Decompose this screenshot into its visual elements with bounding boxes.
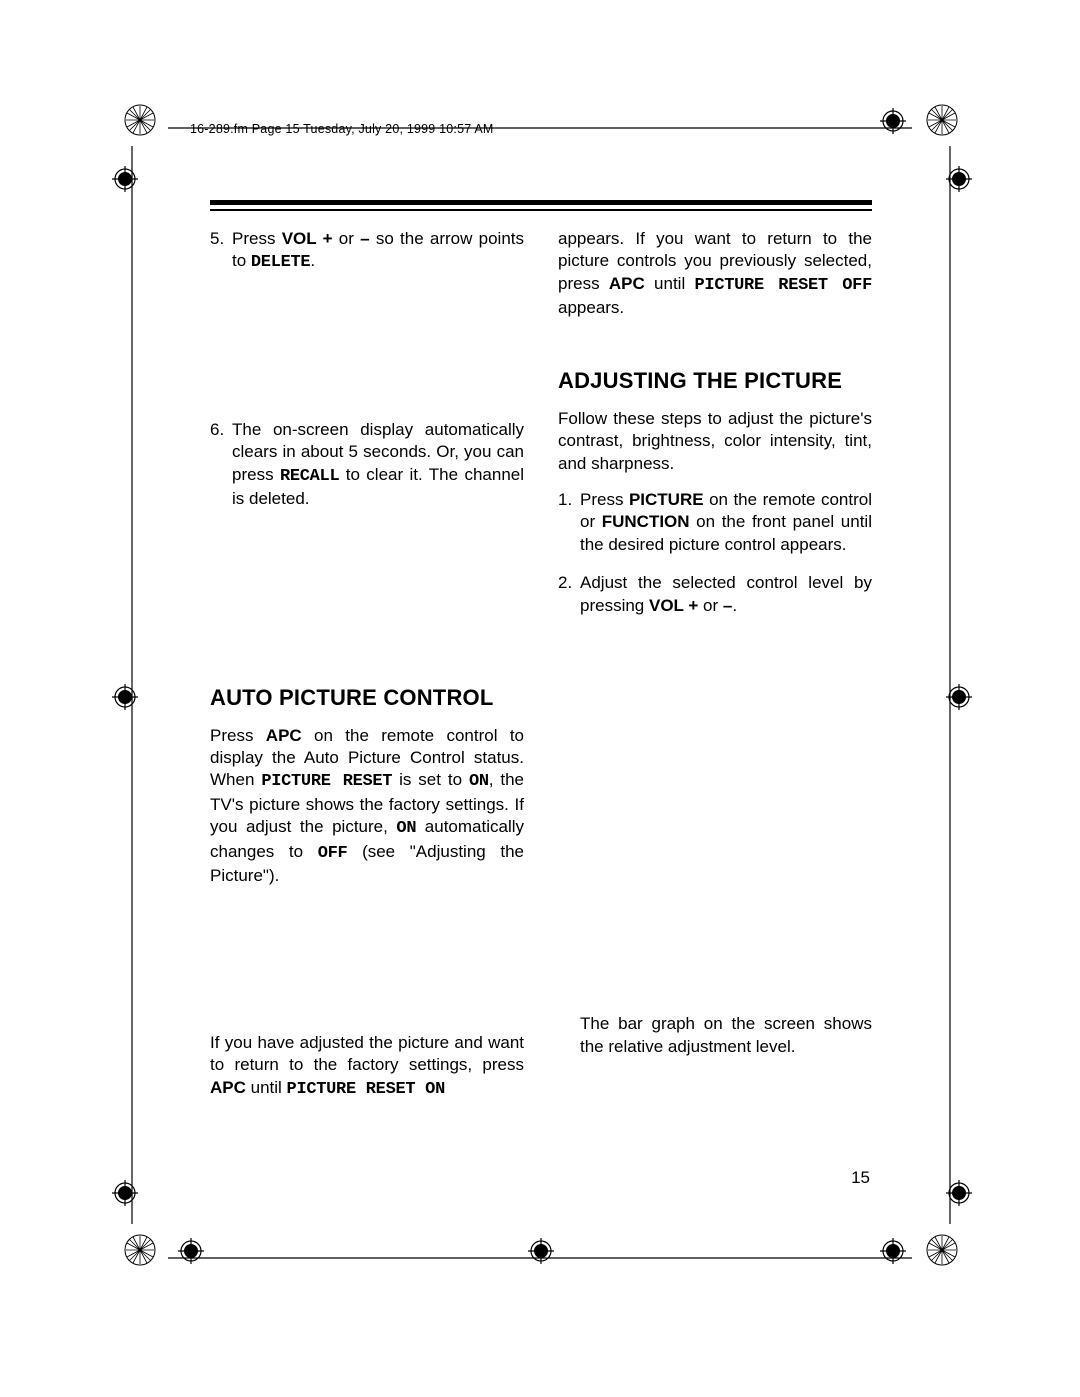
crop-target-icon xyxy=(112,166,138,192)
bold-apc: APC xyxy=(210,1078,246,1097)
text: . xyxy=(732,596,737,615)
crop-target-icon xyxy=(178,1238,204,1264)
text: is set to xyxy=(392,770,469,789)
figure-placeholder xyxy=(210,291,524,419)
text: or xyxy=(333,229,361,248)
step-text: Press VOL + or – so the arrow points to … xyxy=(232,228,524,275)
text: until xyxy=(645,274,695,293)
figure-placeholder xyxy=(210,902,524,1032)
step-5: 5. Press VOL + or – so the arrow points … xyxy=(210,228,524,275)
mono-on: ON xyxy=(396,819,416,838)
step-number: 6. xyxy=(210,419,232,511)
crop-target-icon xyxy=(946,684,972,710)
heading-auto-picture-control: AUTO PICTURE CONTROL xyxy=(210,685,524,711)
paragraph: Follow these steps to adjust the picture… xyxy=(558,408,872,475)
bold-minus: – xyxy=(723,596,732,615)
step-6: 6. The on-screen display automatically c… xyxy=(210,419,524,511)
mono-off: OFF xyxy=(318,844,348,863)
text: Press xyxy=(580,490,629,509)
step-2: 2. Adjust the selected control level by … xyxy=(558,572,872,617)
bold-apc: APC xyxy=(609,274,645,293)
spacer xyxy=(210,527,524,677)
mono-recall: RECALL xyxy=(280,467,339,486)
spacer xyxy=(558,334,872,360)
mono-picture-reset-off: PICTURE RESET OFF xyxy=(695,276,872,295)
text: . xyxy=(310,251,315,270)
bold-apc: APC xyxy=(266,726,302,745)
text: until xyxy=(246,1078,287,1097)
step-number: 1. xyxy=(558,489,580,556)
crop-target-icon xyxy=(880,108,906,134)
mono-delete: DELETE xyxy=(251,253,310,272)
text: If you have adjusted the picture and wan… xyxy=(210,1033,524,1074)
running-header: 16-289.fm Page 15 Tuesday, July 20, 1999… xyxy=(190,122,494,136)
crop-target-icon xyxy=(946,1180,972,1206)
page-number: 15 xyxy=(851,1168,870,1188)
figure-placeholder xyxy=(558,633,872,1013)
column-right: appears. If you want to return to the pi… xyxy=(558,228,872,1101)
step-number: 5. xyxy=(210,228,232,275)
crop-target-icon xyxy=(112,1180,138,1206)
bold-function: FUNCTION xyxy=(602,512,690,531)
text: Press xyxy=(232,229,282,248)
bold-picture: PICTURE xyxy=(629,490,704,509)
page: 16-289.fm Page 15 Tuesday, July 20, 1999… xyxy=(0,0,1080,1397)
step-1: 1. Press PICTURE on the remote control o… xyxy=(558,489,872,556)
crop-target-icon xyxy=(880,1238,906,1264)
crop-target-icon xyxy=(946,166,972,192)
mono-picture-reset: PICTURE RESET xyxy=(261,772,392,791)
crop-rosette-icon xyxy=(122,1232,158,1268)
rule-thin xyxy=(210,209,872,211)
rule-thick xyxy=(210,200,872,205)
paragraph: Press APC on the remote control to displ… xyxy=(210,725,524,888)
crop-rosette-icon xyxy=(122,102,158,138)
content-columns: 5. Press VOL + or – so the arrow points … xyxy=(210,228,872,1101)
step-text: Press PICTURE on the remote control or F… xyxy=(580,489,872,556)
crop-rosette-icon xyxy=(924,1232,960,1268)
text: Press xyxy=(210,726,266,745)
bold-vol: VOL + xyxy=(282,229,333,248)
crop-target-icon xyxy=(112,684,138,710)
text: or xyxy=(698,596,723,615)
text: appears. xyxy=(558,298,624,317)
heading-adjusting-the-picture: ADJUSTING THE PICTURE xyxy=(558,368,872,394)
step-number: 2. xyxy=(558,572,580,617)
step-text: Adjust the selected control level by pre… xyxy=(580,572,872,617)
paragraph: The bar graph on the screen shows the re… xyxy=(580,1013,872,1058)
paragraph: If you have adjusted the picture and wan… xyxy=(210,1032,524,1101)
mono-picture-reset-on: PICTURE RESET ON xyxy=(287,1080,445,1099)
paragraph: appears. If you want to return to the pi… xyxy=(558,228,872,320)
crop-target-icon xyxy=(528,1238,554,1264)
crop-rosette-icon xyxy=(924,102,960,138)
column-left: 5. Press VOL + or – so the arrow points … xyxy=(210,228,524,1101)
mono-on: ON xyxy=(469,772,489,791)
bold-vol: VOL + xyxy=(649,596,698,615)
bold-minus: – xyxy=(360,229,369,248)
step-text: The on-screen display automatically clea… xyxy=(232,419,524,511)
